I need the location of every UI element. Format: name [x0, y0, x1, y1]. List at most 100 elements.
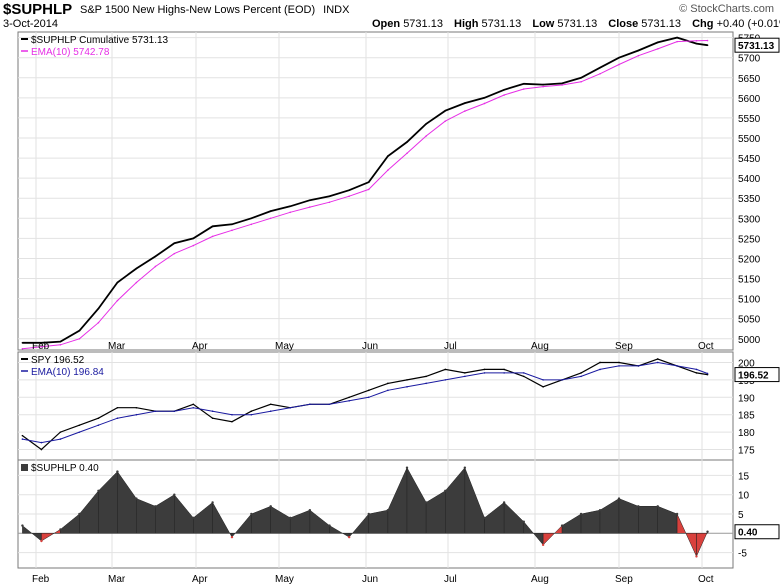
x-tick-label: Jun	[362, 341, 378, 352]
primary-point	[59, 340, 62, 343]
primary-point	[348, 396, 350, 399]
y-tick-label: 5300	[738, 214, 761, 225]
symbol: $SUPHLP	[3, 1, 73, 18]
y-tick-label: 15	[738, 471, 750, 482]
open-label: Open	[372, 18, 401, 30]
y-tick-label: 200	[738, 358, 755, 369]
histogram-segment	[174, 494, 194, 534]
primary-point	[250, 217, 253, 220]
y-tick-label: 5550	[738, 114, 761, 125]
ema-point	[676, 365, 678, 367]
ema-point	[542, 85, 544, 88]
ema-point	[464, 110, 466, 112]
primary-point	[522, 375, 525, 378]
legend-label: SPY 196.52	[31, 355, 85, 366]
histogram-point	[211, 501, 214, 504]
y-tick-label: 5150	[738, 275, 761, 286]
primary-point	[328, 195, 331, 198]
histogram-point	[116, 470, 119, 473]
histogram-point	[541, 543, 545, 547]
x-tick-label: Jun	[362, 574, 378, 585]
ema-point	[656, 48, 659, 50]
primary-point	[599, 66, 601, 69]
histogram-segment	[368, 509, 389, 534]
primary-point	[695, 372, 698, 374]
primary-point	[444, 368, 447, 371]
primary-point	[483, 97, 486, 99]
legend-label: $SUPHLP Cumulative 5731.13	[31, 35, 169, 46]
panel-main-frame	[17, 31, 734, 351]
primary-point	[231, 420, 233, 423]
y-tick-label: 5250	[738, 234, 761, 245]
ema-point	[387, 389, 389, 392]
ema-point	[425, 135, 427, 137]
ema-point	[618, 365, 620, 367]
ema-point	[97, 424, 100, 426]
legend-label: $SUPHLP 0.40	[31, 463, 99, 474]
ema-point	[637, 54, 640, 57]
histogram-segment	[22, 525, 42, 542]
primary-point	[464, 102, 466, 104]
primary-point	[522, 82, 525, 85]
primary-point	[599, 361, 601, 364]
histogram-point	[347, 535, 351, 539]
histogram-segment	[329, 525, 350, 538]
primary-point	[269, 403, 272, 406]
open-value: 5731.13	[403, 18, 443, 30]
ema-point	[78, 337, 81, 340]
ema-point	[406, 386, 408, 388]
ema-point	[706, 39, 709, 42]
histogram-point	[192, 516, 195, 520]
y-tick-label: 190	[738, 393, 755, 404]
legend-label: EMA(10) 5742.78	[31, 47, 110, 58]
x-tick-label: Mar	[108, 341, 126, 352]
histogram-point	[502, 501, 506, 504]
ema-point	[154, 410, 157, 413]
histogram-point	[21, 524, 24, 527]
ema-point	[464, 375, 466, 378]
legend-label: EMA(10) 196.84	[31, 367, 104, 378]
close-label: Close	[608, 18, 639, 30]
histogram-point	[386, 508, 390, 512]
histogram-segment	[599, 498, 620, 534]
primary-point	[406, 141, 408, 143]
histogram-segment	[484, 501, 505, 534]
histogram-point	[579, 512, 583, 516]
primary-point	[116, 406, 119, 409]
ema-point	[561, 379, 563, 381]
histogram-point	[424, 501, 428, 504]
ema-point	[522, 88, 525, 90]
histogram-point	[675, 512, 679, 516]
primary-point	[483, 368, 486, 371]
y-tick-label: 5400	[738, 174, 761, 185]
ema-point	[78, 431, 81, 433]
ema-point	[406, 152, 408, 155]
y-tick-label: 5	[738, 510, 744, 521]
ema-point	[483, 102, 486, 105]
ema-point	[192, 406, 195, 409]
histogram-point	[269, 505, 272, 508]
histogram-segment	[618, 498, 639, 534]
x-tick-label: Feb	[32, 574, 50, 585]
primary-point	[464, 372, 466, 374]
ema-point	[269, 410, 272, 413]
primary-point	[78, 329, 81, 332]
histogram-point	[444, 489, 447, 493]
ema-point	[599, 368, 601, 371]
primary-point	[154, 255, 157, 258]
ema-point	[59, 438, 62, 440]
primary-point	[21, 341, 24, 344]
primary-point	[135, 406, 138, 409]
histogram-segment	[503, 501, 525, 534]
primary-point	[59, 431, 62, 433]
ema-point	[542, 379, 544, 381]
last-value-box	[734, 37, 780, 53]
plot-area	[21, 36, 709, 558]
symbol-description: S&P 1500 New Highs-New Lows Percent (EOD…	[80, 4, 349, 16]
primary-point	[192, 237, 195, 240]
x-tick-label: Sep	[615, 341, 633, 352]
ema-point	[269, 217, 272, 220]
ema-point	[21, 438, 24, 440]
histogram-point	[154, 505, 157, 508]
